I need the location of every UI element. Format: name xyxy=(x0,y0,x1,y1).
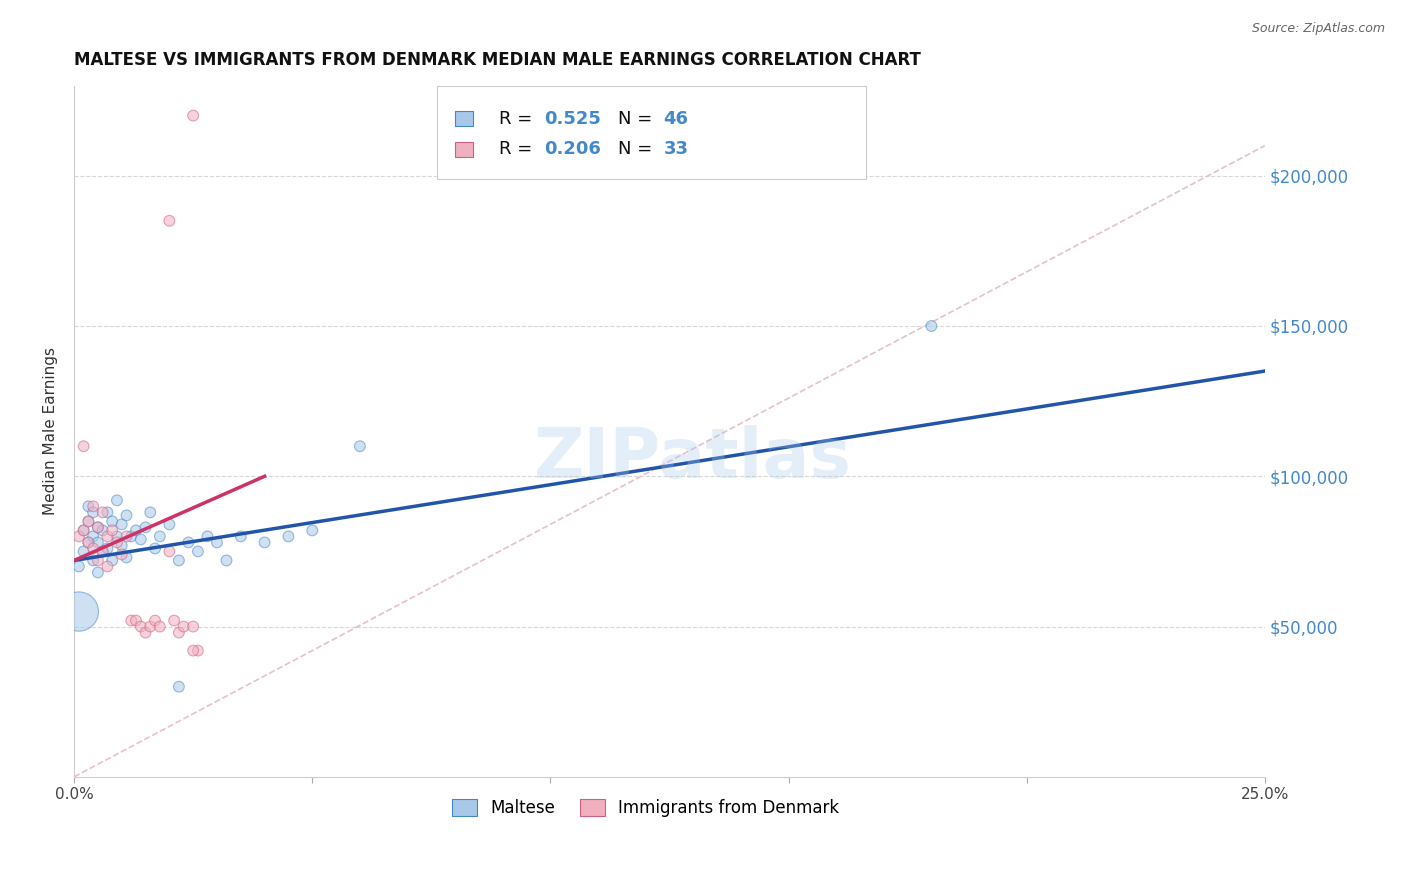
Point xyxy=(115,550,138,565)
Point xyxy=(67,605,90,619)
Point xyxy=(105,493,128,508)
Point xyxy=(72,439,94,453)
Point xyxy=(77,535,100,549)
Point xyxy=(181,643,204,657)
Text: ZIPatlas: ZIPatlas xyxy=(534,425,852,492)
Point xyxy=(167,625,190,640)
Text: 0.525: 0.525 xyxy=(544,110,602,128)
Point xyxy=(157,517,180,532)
Text: 46: 46 xyxy=(664,110,689,128)
Text: Source: ZipAtlas.com: Source: ZipAtlas.com xyxy=(1251,22,1385,36)
Point xyxy=(135,520,157,534)
Point xyxy=(111,548,134,562)
Point xyxy=(87,535,110,549)
Point xyxy=(91,505,114,519)
Point xyxy=(67,529,90,543)
FancyBboxPatch shape xyxy=(437,86,866,178)
Legend: Maltese, Immigrants from Denmark: Maltese, Immigrants from Denmark xyxy=(446,792,846,824)
Point xyxy=(91,524,114,538)
Point xyxy=(173,619,195,633)
Point xyxy=(105,535,128,549)
Point xyxy=(115,508,138,523)
Point xyxy=(91,544,114,558)
Text: R =: R = xyxy=(499,140,538,158)
Point xyxy=(143,541,166,556)
Point xyxy=(101,524,124,538)
Point xyxy=(349,439,371,453)
Point xyxy=(129,619,152,633)
Point xyxy=(101,514,124,528)
Point xyxy=(215,553,238,567)
Point xyxy=(82,500,104,514)
Point xyxy=(72,524,94,538)
Point xyxy=(87,566,110,580)
Point xyxy=(163,614,186,628)
Text: N =: N = xyxy=(619,110,658,128)
Text: 33: 33 xyxy=(664,140,689,158)
Point xyxy=(87,520,110,534)
Point xyxy=(301,524,323,538)
Point xyxy=(129,533,152,547)
Text: N =: N = xyxy=(619,140,658,158)
Point xyxy=(229,529,252,543)
Point xyxy=(135,625,157,640)
Point xyxy=(77,535,100,549)
Point xyxy=(101,553,124,567)
Point xyxy=(82,505,104,519)
Point xyxy=(96,505,118,519)
Point xyxy=(87,553,110,567)
Point xyxy=(105,529,128,543)
Point xyxy=(181,619,204,633)
Point xyxy=(139,619,162,633)
Point xyxy=(91,544,114,558)
Point xyxy=(157,214,180,228)
FancyBboxPatch shape xyxy=(456,112,474,127)
Point xyxy=(72,524,94,538)
Point xyxy=(87,520,110,534)
Point xyxy=(167,553,190,567)
Point xyxy=(277,529,299,543)
Y-axis label: Median Male Earnings: Median Male Earnings xyxy=(44,347,58,516)
Point xyxy=(67,559,90,574)
Point xyxy=(96,529,118,543)
Point xyxy=(82,553,104,567)
Point xyxy=(205,535,228,549)
Point xyxy=(111,538,134,552)
Point xyxy=(111,517,134,532)
Text: MALTESE VS IMMIGRANTS FROM DENMARK MEDIAN MALE EARNINGS CORRELATION CHART: MALTESE VS IMMIGRANTS FROM DENMARK MEDIA… xyxy=(75,51,921,69)
Point xyxy=(77,500,100,514)
Point xyxy=(96,559,118,574)
Point xyxy=(920,318,942,333)
Text: R =: R = xyxy=(499,110,538,128)
Point xyxy=(197,529,219,543)
Point xyxy=(125,524,148,538)
Point xyxy=(82,529,104,543)
Point xyxy=(77,514,100,528)
Point xyxy=(187,544,209,558)
Point xyxy=(167,680,190,694)
Point xyxy=(157,544,180,558)
Point xyxy=(82,541,104,556)
FancyBboxPatch shape xyxy=(456,142,474,157)
Point xyxy=(253,535,276,549)
Point xyxy=(125,614,148,628)
Text: 0.206: 0.206 xyxy=(544,140,602,158)
Point xyxy=(96,541,118,556)
Point xyxy=(187,643,209,657)
Point xyxy=(120,614,142,628)
Point xyxy=(120,529,142,543)
Point xyxy=(139,505,162,519)
Point xyxy=(77,514,100,528)
Point xyxy=(149,529,172,543)
Point xyxy=(115,529,138,543)
Point xyxy=(177,535,200,549)
Point xyxy=(143,614,166,628)
Point xyxy=(149,619,172,633)
Point xyxy=(72,544,94,558)
Point xyxy=(181,109,204,123)
